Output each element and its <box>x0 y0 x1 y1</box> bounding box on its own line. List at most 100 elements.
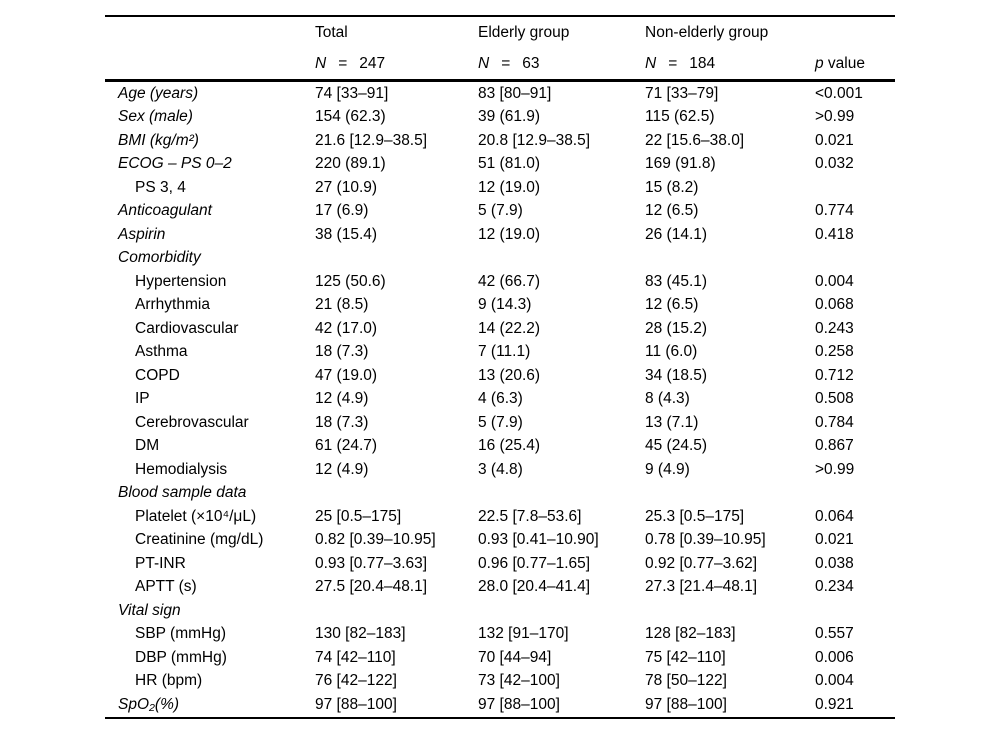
cell-p-value: 0.774 <box>815 202 854 220</box>
cell-non-elderly: 115 (62.5) <box>645 108 715 126</box>
cell-non-elderly: 12 (6.5) <box>645 202 699 220</box>
equals-sign: = <box>501 54 511 72</box>
row-label: Cardiovascular <box>135 319 239 337</box>
group-header-row: Total Elderly group Non-elderly group <box>105 16 895 48</box>
cell-non-elderly: 12 (6.5) <box>645 296 699 314</box>
cell-p-value: 0.006 <box>815 648 854 666</box>
col-header-non-elderly: Non-elderly group <box>645 23 769 41</box>
cell-p-value: 0.508 <box>815 390 854 408</box>
cell-p-value: 0.712 <box>815 366 854 384</box>
cell-p-value: 0.234 <box>815 578 854 596</box>
cell-p-value: 0.243 <box>815 319 854 337</box>
table-row: Age (years) 74 [33–91] 83 [80–91] 71 [33–79… <box>105 81 895 106</box>
col-header-total: Total <box>315 23 348 41</box>
table-row: Asthma 18 (7.3) 7 (11.1) 11 (6.0) 0.258 <box>105 341 895 365</box>
table-row: Vital sign <box>105 599 895 623</box>
n-count: 184 <box>689 54 716 72</box>
cell-total <box>315 482 478 506</box>
cell-total: 27.5 [20.4–48.1] <box>315 578 428 596</box>
cell-non-elderly: 97 [88–100] <box>645 695 727 713</box>
cell-elderly: 3 (4.8) <box>478 460 523 478</box>
cell-total: 220 (89.1) <box>315 155 386 173</box>
row-label: Platelet (×10⁴/μL) <box>135 507 257 525</box>
table-row: PS 3, 4 27 (10.9) 12 (19.0) 15 (8.2) <box>105 176 895 200</box>
cell-elderly: 28.0 [20.4–41.4] <box>478 578 591 596</box>
row-label: Anticoagulant <box>118 202 212 220</box>
cell-non-elderly: 28 (15.2) <box>645 319 708 337</box>
cell-elderly: 9 (14.3) <box>478 296 532 314</box>
cell-elderly: 22.5 [7.8–53.6] <box>478 507 582 525</box>
table-row: APTT (s) 27.5 [20.4–48.1] 28.0 [20.4–41.4]… <box>105 576 895 600</box>
cell-non-elderly: 11 (6.0) <box>645 343 698 361</box>
cell-elderly: 39 (61.9) <box>478 108 541 126</box>
table-row: Sex (male) 154 (62.3) 39 (61.9) 115 (62.5) >… <box>105 106 895 130</box>
cell-non-elderly: 75 [42–110] <box>645 648 726 666</box>
cell-elderly: 132 [91–170] <box>478 625 569 643</box>
cell-p-value: 0.418 <box>815 225 854 243</box>
n-non-elderly: N = 184 <box>645 48 815 82</box>
cell-elderly: 7 (11.1) <box>478 343 531 361</box>
row-label: SpO₂(%) <box>118 695 180 713</box>
cell-non-elderly: 169 (91.8) <box>645 155 716 173</box>
cell-p-value: 0.021 <box>815 131 854 149</box>
cell-total: 0.93 [0.77–3.63] <box>315 554 428 572</box>
cell-non-elderly: 0.78 [0.39–10.95] <box>645 531 766 549</box>
cell-elderly <box>478 247 645 271</box>
cell-non-elderly: 83 (45.1) <box>645 272 708 290</box>
p-header-rest: value <box>823 54 865 72</box>
cell-elderly: 13 (20.6) <box>478 366 541 384</box>
cell-elderly: 0.96 [0.77–1.65] <box>478 554 591 572</box>
table-row: Anticoagulant 17 (6.9) 5 (7.9) 12 (6.5) 0.77… <box>105 200 895 224</box>
cell-elderly: 12 (19.0) <box>478 225 541 243</box>
equals-sign: = <box>668 54 678 72</box>
cell-non-elderly: 78 [50–122] <box>645 672 727 690</box>
cell-elderly: 14 (22.2) <box>478 319 541 337</box>
cell-non-elderly: 27.3 [21.4–48.1] <box>645 578 758 596</box>
row-label: SBP (mmHg) <box>135 625 227 643</box>
row-label: Asthma <box>135 343 188 361</box>
cell-total: 21 (8.5) <box>315 296 369 314</box>
cell-elderly: 51 (81.0) <box>478 155 541 173</box>
cell-elderly: 0.93 [0.41–10.90] <box>478 531 599 549</box>
table-header: Total Elderly group Non-elderly group N =… <box>105 16 895 82</box>
cell-p-value: <0.001 <box>815 84 863 102</box>
cell-p-value: >0.99 <box>815 108 855 126</box>
n-header-row: N = 247 N = 63 N = 184 p value <box>105 48 895 82</box>
table-row: Hemodialysis 12 (4.9) 3 (4.8) 9 (4.9) >0.99 <box>105 458 895 482</box>
row-label: PT-INR <box>135 554 186 572</box>
cell-total: 74 [33–91] <box>315 84 389 102</box>
cell-total: 12 (4.9) <box>315 460 369 478</box>
p-value-header: p value <box>815 48 895 82</box>
p-symbol: p <box>815 54 824 72</box>
row-label: APTT (s) <box>135 578 197 596</box>
cell-elderly: 42 (66.7) <box>478 272 541 290</box>
cell-elderly: 97 [88–100] <box>478 695 560 713</box>
table-row: Cardiovascular 42 (17.0) 14 (22.2) 28 (15.2… <box>105 317 895 341</box>
cell-p-value: 0.867 <box>815 437 854 455</box>
table-row: BMI (kg/m²) 21.6 [12.9–38.5] 20.8 [12.9–38… <box>105 129 895 153</box>
n-symbol: N <box>645 54 657 72</box>
table-row: DM 61 (24.7) 16 (25.4) 45 (24.5) 0.867 <box>105 435 895 459</box>
row-label: Arrhythmia <box>135 296 210 314</box>
table-row: Arrhythmia 21 (8.5) 9 (14.3) 12 (6.5) 0.068 <box>105 294 895 318</box>
row-label: Cerebrovascular <box>135 413 249 431</box>
cell-total: 47 (19.0) <box>315 366 378 384</box>
cell-p-value: >0.99 <box>815 460 855 478</box>
empty-header-cell <box>815 16 895 48</box>
cell-p-value: 0.004 <box>815 272 854 290</box>
row-label: Comorbidity <box>118 249 201 267</box>
cell-total: 18 (7.3) <box>315 343 369 361</box>
cell-total: 18 (7.3) <box>315 413 369 431</box>
table-row: DBP (mmHg) 74 [42–110] 70 [44–94] 75 [42–11… <box>105 646 895 670</box>
table-row: Aspirin 38 (15.4) 12 (19.0) 26 (14.1) 0.418 <box>105 223 895 247</box>
row-label: Vital sign <box>118 601 181 619</box>
cell-total: 0.82 [0.39–10.95] <box>315 531 436 549</box>
cell-non-elderly: 45 (24.5) <box>645 437 708 455</box>
cell-total: 12 (4.9) <box>315 390 369 408</box>
cell-p-value: 0.258 <box>815 343 854 361</box>
cell-elderly: 5 (7.9) <box>478 202 523 220</box>
cell-p-value: 0.004 <box>815 672 854 690</box>
table-row: Blood sample data <box>105 482 895 506</box>
cell-non-elderly: 8 (4.3) <box>645 390 690 408</box>
